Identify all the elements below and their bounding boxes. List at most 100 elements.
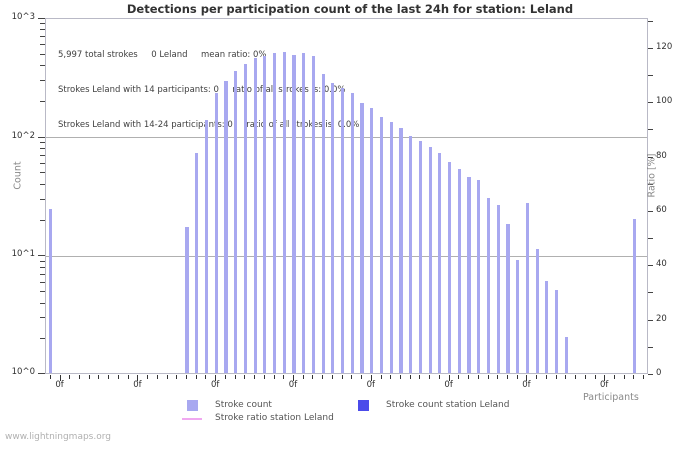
y-axis-minor-tick	[40, 148, 45, 150]
x-axis-minor-tick	[283, 375, 285, 379]
bar	[428, 147, 432, 373]
y2-axis-tick	[648, 129, 653, 131]
x-axis-minor-tick	[555, 375, 557, 379]
y-axis-minor-tick	[40, 36, 45, 38]
x-axis-minor-tick	[195, 375, 197, 379]
x-axis-minor-tick	[224, 375, 226, 379]
y2-axis-tick-label: 20	[656, 313, 667, 324]
x-axis-minor-tick	[254, 375, 256, 379]
bar	[486, 197, 491, 373]
y-axis-minor-tick	[40, 260, 45, 262]
x-axis-minor-tick	[429, 375, 431, 379]
y-axis-minor-tick	[40, 198, 45, 200]
y-axis-minor-tick	[40, 155, 45, 157]
x-axis-minor-tick	[506, 375, 508, 379]
legend: Stroke count Stroke count station Leland…	[0, 396, 700, 430]
bar	[253, 58, 257, 373]
x-axis-minor-tick	[497, 375, 499, 379]
legend-swatch-stroke-count-station	[358, 400, 369, 411]
y2-axis-tick	[648, 319, 653, 321]
x-axis-minor-tick	[409, 375, 411, 379]
bar	[409, 135, 413, 373]
bar-series	[46, 19, 647, 373]
x-axis-minor-tick	[487, 375, 489, 379]
y-axis-tick-label: 10^0	[11, 366, 35, 377]
x-axis-minor-tick	[584, 375, 586, 379]
x-axis-major-tick	[137, 375, 139, 381]
x-axis-minor-tick	[263, 375, 265, 379]
x-axis-minor-tick	[98, 375, 100, 379]
y-axis-minor-tick	[40, 100, 45, 102]
x-axis-minor-tick	[594, 375, 596, 379]
y2-axis-label: Ratio [%]	[646, 153, 658, 198]
bar	[204, 120, 209, 373]
bar	[535, 249, 539, 373]
x-axis-minor-tick	[79, 375, 81, 379]
y-axis-minor-tick	[40, 266, 45, 268]
watermark: www.lightningmaps.org	[5, 432, 111, 442]
y-axis-minor-tick	[40, 317, 45, 319]
bar	[263, 55, 267, 373]
y-axis-major-tick	[38, 372, 45, 374]
y-axis-tick-label: 10^2	[11, 130, 35, 141]
x-axis-tick-label: 0f	[133, 380, 142, 390]
x-axis-minor-tick	[613, 375, 615, 379]
x-axis-tick-label: 0f	[444, 380, 453, 390]
x-axis-minor-tick	[575, 375, 577, 379]
x-axis-minor-tick	[88, 375, 90, 379]
bar	[389, 122, 393, 373]
bar	[379, 116, 384, 373]
y2-axis-tick	[648, 102, 653, 104]
bar	[214, 92, 218, 373]
y-axis-tick-label: 10^1	[11, 249, 35, 260]
x-axis-minor-tick	[419, 375, 421, 379]
bar	[370, 108, 374, 373]
x-axis-minor-tick	[351, 375, 353, 379]
bar	[506, 224, 510, 373]
y2-axis-tick	[648, 265, 653, 267]
y2-axis-tick	[648, 20, 653, 22]
bar	[418, 141, 423, 373]
legend-label-stroke-ratio-station: Stroke ratio station Leland	[215, 413, 334, 423]
bar	[467, 176, 471, 373]
y-axis-minor-tick	[40, 338, 45, 340]
y-axis-minor-tick	[40, 23, 45, 25]
x-axis-minor-tick	[302, 375, 304, 379]
x-axis-minor-tick	[536, 375, 538, 379]
x-axis-minor-tick	[643, 375, 645, 379]
bar	[525, 203, 529, 373]
x-axis-major-tick	[59, 375, 61, 381]
x-axis-minor-tick	[633, 375, 635, 379]
x-axis-tick-label: 0f	[522, 380, 531, 390]
bar	[399, 128, 403, 373]
y-axis-major-tick	[38, 255, 45, 257]
bar	[555, 290, 559, 373]
bar	[457, 169, 461, 373]
bar	[564, 337, 568, 373]
bar	[477, 180, 481, 373]
x-axis-minor-tick	[331, 375, 333, 379]
bar	[496, 205, 500, 373]
y-axis-minor-tick	[40, 273, 45, 275]
x-axis-minor-tick	[468, 375, 470, 379]
x-axis-minor-tick	[186, 375, 188, 379]
x-axis-major-tick	[370, 375, 372, 381]
y2-axis-tick	[648, 75, 653, 77]
bar	[545, 280, 549, 373]
y2-axis-tick-label: 60	[656, 204, 667, 215]
bar	[185, 227, 189, 373]
legend-line-stroke-ratio-station	[182, 418, 202, 420]
legend-label-stroke-count: Stroke count	[215, 400, 272, 410]
x-axis-minor-tick	[545, 375, 547, 379]
y2-axis-tick	[648, 346, 653, 348]
y2-axis-tick-label: 80	[656, 150, 667, 161]
bar	[360, 102, 364, 373]
x-axis-minor-tick	[623, 375, 625, 379]
x-axis-minor-tick	[69, 375, 71, 379]
bar	[272, 52, 277, 373]
y-axis-minor-tick	[40, 219, 45, 221]
annotation-line-1: 5,997 total strokes 0 Leland mean ratio:…	[58, 50, 267, 61]
y-axis-minor-tick	[40, 172, 45, 174]
y2-axis-tick-label: 40	[656, 259, 667, 270]
x-axis-minor-tick	[49, 375, 51, 379]
